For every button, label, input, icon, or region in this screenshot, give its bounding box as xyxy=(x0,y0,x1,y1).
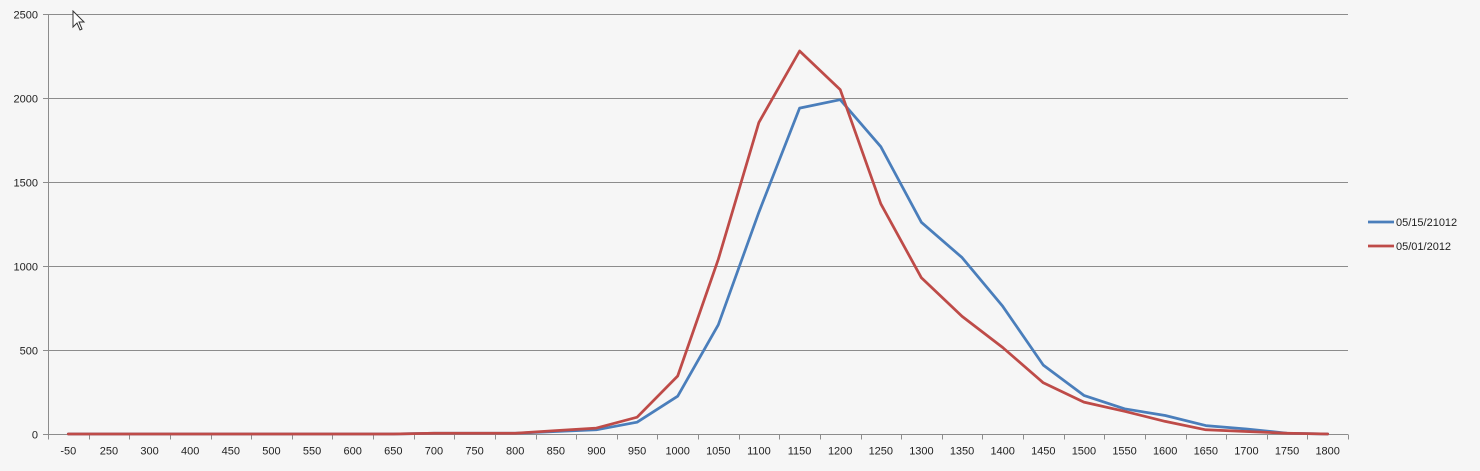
x-tick-label: 700 xyxy=(425,446,443,458)
x-tick-label: 1250 xyxy=(869,446,893,458)
gridlines xyxy=(48,14,1348,351)
x-tick-label: 1500 xyxy=(1072,446,1096,458)
x-tick-label: 900 xyxy=(587,446,605,458)
legend: 05/15/21012 05/01/2012 xyxy=(1368,217,1457,253)
x-tick-label: 1150 xyxy=(788,446,812,458)
x-tick-label: 250 xyxy=(100,446,118,458)
x-tick-label: 1450 xyxy=(1031,446,1055,458)
x-tick-label: 550 xyxy=(303,446,321,458)
x-tick-label: 950 xyxy=(628,446,646,458)
x-tick-label: 650 xyxy=(384,446,402,458)
x-tick-label: 1350 xyxy=(950,446,974,458)
x-tick-label: 1750 xyxy=(1275,446,1299,458)
x-tick-label: 1600 xyxy=(1153,446,1177,458)
x-tick-label: 1300 xyxy=(909,446,933,458)
x-tick-label: 850 xyxy=(547,446,565,458)
y-tick-label: 1500 xyxy=(14,178,38,190)
x-tick-label: 1100 xyxy=(747,446,771,458)
x-tick-label: 800 xyxy=(506,446,524,458)
x-tick-label: 300 xyxy=(140,446,158,458)
legend-label: 05/01/2012 xyxy=(1396,241,1451,253)
x-tick-label: 450 xyxy=(222,446,240,458)
x-tick-label: 1550 xyxy=(1112,446,1136,458)
x-tick-label: 1400 xyxy=(990,446,1014,458)
series-line xyxy=(66,49,1330,436)
x-tick-label: -50 xyxy=(60,446,76,458)
y-tick-label: 1000 xyxy=(14,262,38,274)
x-tick-label: 400 xyxy=(181,446,199,458)
legend-label: 05/15/21012 xyxy=(1396,217,1457,229)
series-lines xyxy=(66,49,1330,436)
mouse-cursor-icon xyxy=(72,10,86,31)
axes: 0 500 1000 1500 2000 2500 -50 250 300 400 450 500 55… xyxy=(14,10,1349,458)
x-tick-label: 1800 xyxy=(1315,446,1339,458)
x-tick-label: 1000 xyxy=(665,446,689,458)
x-tick-label: 750 xyxy=(465,446,483,458)
x-tick-label: 600 xyxy=(344,446,362,458)
x-tick-label: 1200 xyxy=(828,446,852,458)
x-tick-label: 1650 xyxy=(1194,446,1218,458)
x-tick-label: 500 xyxy=(262,446,280,458)
y-tick-label: 0 xyxy=(32,430,38,442)
y-tick-label: 500 xyxy=(20,346,38,358)
y-tick-label: 2500 xyxy=(14,10,38,22)
y-tick-label: 2000 xyxy=(14,94,38,106)
x-tick-label: 1700 xyxy=(1234,446,1258,458)
x-tick-label: 1050 xyxy=(706,446,730,458)
